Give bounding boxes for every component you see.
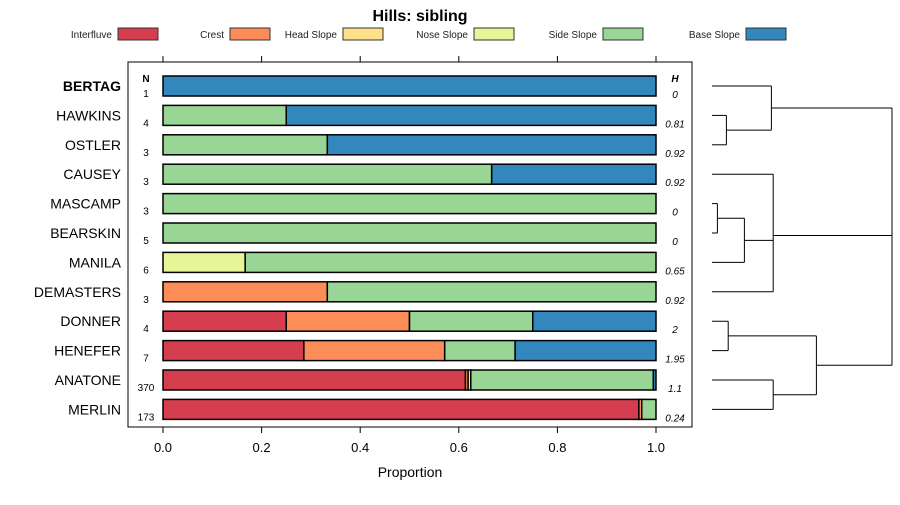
x-axis: 0.0 0.2 0.4 0.6 0.8 1.0 xyxy=(154,56,665,455)
row-n: 3 xyxy=(143,295,149,306)
bar-segment-side-slope xyxy=(408,310,534,332)
bar-segment-interfluve xyxy=(162,369,467,391)
row-label: CAUSEY xyxy=(63,166,121,182)
x-tick-label: 0.2 xyxy=(253,440,271,455)
bar-segment-base-slope xyxy=(652,369,657,391)
bar-segment-side-slope xyxy=(641,398,657,421)
bar-segment-side-slope xyxy=(326,281,657,303)
bar-segment-side-slope xyxy=(162,222,657,244)
row-h: 0.92 xyxy=(665,296,685,307)
x-axis-label: Proportion xyxy=(378,464,443,480)
dendrogram xyxy=(712,85,893,410)
legend-label: Side Slope xyxy=(549,30,598,41)
row-n: 3 xyxy=(143,148,149,159)
bar-segment-base-slope xyxy=(532,310,657,332)
row-label: ANATONE xyxy=(55,372,121,388)
row-n: 1 xyxy=(143,89,149,100)
row-n: 370 xyxy=(138,383,155,394)
bars: BERTAG 1 0 HAWKINS 4 0.81 OSTLER 3 0.92 CAUSEY 3 0.… xyxy=(34,75,685,424)
x-tick-label: 0.0 xyxy=(154,440,172,455)
bar-segment-side-slope xyxy=(162,134,329,156)
row-n: 6 xyxy=(143,265,149,276)
row-n: 7 xyxy=(143,354,149,365)
row-label: HAWKINS xyxy=(56,107,121,123)
n-header: N xyxy=(142,74,149,85)
plot-frame xyxy=(127,61,693,428)
bar-segment-base-slope xyxy=(514,339,657,362)
row-h: 0.65 xyxy=(665,266,685,277)
x-tick-label: 1.0 xyxy=(647,440,665,455)
row-n: 3 xyxy=(143,207,149,218)
row-h: 0 xyxy=(672,208,678,219)
bar-segment-base-slope xyxy=(326,134,657,156)
legend-label: Interfluve xyxy=(71,30,113,41)
x-tick-label: 0.8 xyxy=(548,440,566,455)
row-n: 4 xyxy=(143,118,149,129)
row-h: 1.1 xyxy=(668,384,682,395)
row-n: 3 xyxy=(143,177,149,188)
bar-segment-interfluve xyxy=(162,398,640,421)
legend-swatch xyxy=(745,27,787,41)
legend: Interfluve Crest Head Slope Nose Slope Side … xyxy=(71,27,787,41)
bar-segment-side-slope xyxy=(162,192,657,215)
bar-segment-interfluve xyxy=(162,310,287,332)
row-label: DONNER xyxy=(60,313,121,329)
bar-segment-base-slope xyxy=(162,75,657,97)
x-tick-label: 0.4 xyxy=(351,440,369,455)
legend-swatch xyxy=(117,27,159,41)
row-label: MERLIN xyxy=(68,401,121,417)
bar-segment-crest xyxy=(285,310,411,332)
legend-label: Crest xyxy=(200,30,224,41)
row-label: OSTLER xyxy=(65,137,121,153)
bar-segment-base-slope xyxy=(490,163,657,185)
row-h: 0.81 xyxy=(665,119,684,130)
legend-swatch xyxy=(473,27,515,41)
x-tick-label: 0.6 xyxy=(450,440,468,455)
row-h: 1.95 xyxy=(665,355,685,366)
bar-segment-nose-slope xyxy=(162,251,246,274)
legend-label: Base Slope xyxy=(689,30,741,41)
bar-segment-side-slope xyxy=(162,163,493,185)
row-h: 0.92 xyxy=(665,178,685,189)
row-label: BERTAG xyxy=(63,78,121,94)
row-h: 0.92 xyxy=(665,149,685,160)
row-h: 0.24 xyxy=(665,413,685,424)
row-label: DEMASTERS xyxy=(34,284,121,300)
bar-segment-side-slope xyxy=(162,104,287,127)
row-label: BEARSKIN xyxy=(50,225,121,241)
row-label: HENEFER xyxy=(54,343,121,359)
bar-segment-interfluve xyxy=(162,339,305,362)
chart-title: Hills: sibling xyxy=(372,8,467,25)
bar-segment-side-slope xyxy=(244,251,657,274)
row-label: MASCAMP xyxy=(50,196,121,212)
h-header: H xyxy=(671,74,679,85)
row-h: 2 xyxy=(671,325,678,336)
legend-swatch xyxy=(602,27,644,41)
bar-segment-base-slope xyxy=(285,104,657,127)
row-label: MANILA xyxy=(69,254,122,270)
row-n: 4 xyxy=(143,324,149,335)
row-h: 0 xyxy=(672,90,678,101)
bar-segment-side-slope xyxy=(470,369,655,391)
bar-segment-crest xyxy=(162,281,329,303)
bar-segment-crest xyxy=(303,339,446,362)
bar-segment-side-slope xyxy=(443,339,516,362)
legend-swatch xyxy=(229,27,271,41)
row-n: 5 xyxy=(143,236,149,247)
legend-label: Nose Slope xyxy=(416,30,468,41)
row-n: 173 xyxy=(138,412,155,423)
legend-swatch xyxy=(342,27,384,41)
legend-label: Head Slope xyxy=(285,30,338,41)
row-h: 0 xyxy=(672,237,678,248)
